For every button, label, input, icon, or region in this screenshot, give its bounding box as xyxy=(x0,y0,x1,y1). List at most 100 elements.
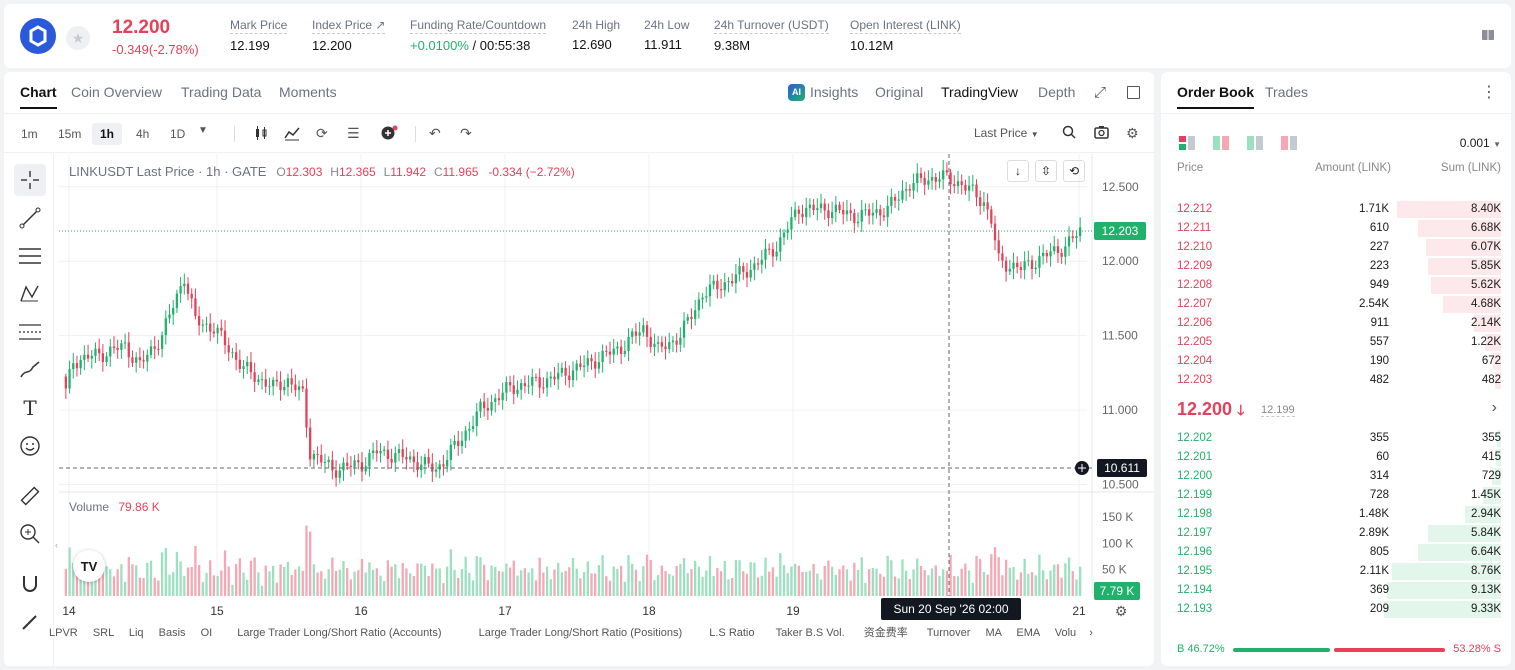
bid-row[interactable]: 12.200 314 729 xyxy=(1161,467,1511,486)
indicator-srl[interactable]: SRL xyxy=(92,627,114,639)
trend-line-tool-icon[interactable] xyxy=(14,202,46,234)
ask-row[interactable]: 12.209 223 5.85K xyxy=(1161,257,1511,276)
indicator-ls-ratio[interactable]: L.S Ratio xyxy=(709,627,755,639)
indicator-ema[interactable]: EMA xyxy=(1016,627,1040,639)
fib-tool-icon[interactable] xyxy=(14,316,46,348)
indicator-ls-accounts[interactable]: Large Trader Long/Short Ratio (Accounts) xyxy=(237,627,442,639)
stat-label[interactable]: Mark Price xyxy=(230,18,288,34)
indicators-icon[interactable] xyxy=(284,125,300,144)
zoom-in-tool-icon[interactable] xyxy=(14,518,46,550)
candle-type-icon[interactable] xyxy=(253,125,269,144)
undo-icon[interactable]: ↶ xyxy=(429,125,441,141)
ask-row[interactable]: 12.208 949 5.62K xyxy=(1161,276,1511,295)
ask-row[interactable]: 12.207 2.54K 4.68K xyxy=(1161,295,1511,314)
ask-row[interactable]: 12.211 610 6.68K xyxy=(1161,219,1511,238)
view-original[interactable]: Original xyxy=(875,84,924,100)
timeframe-1m[interactable]: 1m xyxy=(21,127,38,141)
stat-label[interactable]: Index Price ↗ xyxy=(312,18,386,34)
indicator-taker-vol[interactable]: Taker B.S Vol. xyxy=(775,627,845,639)
collapse-icon[interactable]: ⇳ xyxy=(1035,160,1057,182)
bid-sum: 415 xyxy=(1481,451,1501,463)
bid-row[interactable]: 12.197 2.89K 5.84K xyxy=(1161,524,1511,543)
text-tool-icon[interactable]: T xyxy=(23,396,37,420)
timeframe-1h[interactable]: 1h xyxy=(92,123,123,145)
indicator-funding[interactable]: 资金费率 xyxy=(863,627,908,639)
ruler-tool-icon[interactable] xyxy=(14,480,46,512)
indicator-oi[interactable]: OI xyxy=(200,627,213,639)
timeframe-4h[interactable]: 4h xyxy=(136,127,150,141)
tradingview-logo-icon[interactable]: TV xyxy=(73,550,105,582)
price-type-select[interactable]: Last Price ▼ xyxy=(974,126,1039,140)
indicator-lpvr[interactable]: LPVR xyxy=(49,627,78,639)
refresh-icon[interactable]: ⟲ xyxy=(1063,160,1085,182)
bid-row[interactable]: 12.198 1.48K 2.94K xyxy=(1161,505,1511,524)
collapse-panel-icon[interactable]: ‹ xyxy=(55,540,58,550)
bid-row[interactable]: 12.199 728 1.45K xyxy=(1161,486,1511,505)
tab-trades[interactable]: Trades xyxy=(1265,84,1309,100)
ask-row[interactable]: 12.210 227 6.07K xyxy=(1161,238,1511,257)
timeframe-15m[interactable]: 15m xyxy=(58,127,82,141)
chevron-right-icon[interactable]: › xyxy=(1089,627,1093,639)
horizontal-lines-tool-icon[interactable] xyxy=(14,240,46,272)
view-tradingview[interactable]: TradingView xyxy=(941,84,1019,100)
view-depth[interactable]: Depth xyxy=(1038,84,1076,100)
stat-label[interactable]: 24h Turnover (USDT) xyxy=(714,18,829,34)
bid-row[interactable]: 12.193 209 9.33K xyxy=(1161,600,1511,619)
layout-both-icon[interactable] xyxy=(1179,136,1195,155)
ask-row[interactable]: 12.212 1.71K 8.40K xyxy=(1161,200,1511,219)
bid-row[interactable]: 12.201 60 415 xyxy=(1161,448,1511,467)
layout-asks-icon[interactable] xyxy=(1281,136,1297,155)
tab-order-book[interactable]: Order Book xyxy=(1177,84,1255,109)
book-icon[interactable] xyxy=(1481,28,1495,42)
brush-tool-icon[interactable] xyxy=(14,354,46,386)
expand-icon[interactable]: ⤢ xyxy=(1094,84,1107,101)
more-options-icon[interactable]: ⋮ xyxy=(1481,84,1497,101)
bid-row[interactable]: 12.202 355 355 xyxy=(1161,429,1511,448)
indicator-ma[interactable]: MA xyxy=(985,627,1002,639)
indicator-liq[interactable]: Liq xyxy=(128,627,144,639)
templates-icon[interactable]: ☰ xyxy=(347,125,360,141)
stat-label[interactable]: Funding Rate/Countdown xyxy=(410,18,547,34)
emoji-tool-icon[interactable] xyxy=(14,430,46,462)
chevron-down-icon[interactable]: ▼ xyxy=(198,125,208,136)
ask-row[interactable]: 12.206 911 2.14K xyxy=(1161,314,1511,333)
stat-label[interactable]: Open Interest (LINK) xyxy=(850,18,961,34)
chevron-right-icon[interactable]: › xyxy=(1491,399,1497,416)
view-insights[interactable]: Insights xyxy=(810,84,859,100)
indicator-basis[interactable]: Basis xyxy=(158,627,186,639)
indicator-volume[interactable]: Volu xyxy=(1054,627,1077,639)
ask-row[interactable]: 12.205 557 1.22K xyxy=(1161,333,1511,352)
pattern-tool-icon[interactable] xyxy=(14,278,46,310)
volume-bar xyxy=(434,568,438,596)
bid-row[interactable]: 12.195 2.11K 8.76K xyxy=(1161,562,1511,581)
legend-high: 12.365 xyxy=(338,165,376,179)
timeframe-1d[interactable]: 1D xyxy=(170,127,186,141)
indicator-ls-positions[interactable]: Large Trader Long/Short Ratio (Positions… xyxy=(478,627,683,639)
search-icon[interactable] xyxy=(1062,125,1076,142)
tab-chart[interactable]: Chart xyxy=(20,84,57,109)
ask-row[interactable]: 12.204 190 672 xyxy=(1161,352,1511,371)
redo-icon[interactable]: ↷ xyxy=(460,125,472,141)
add-alert-icon[interactable] xyxy=(380,125,398,144)
pencil-lock-tool-icon[interactable] xyxy=(14,606,46,638)
bid-row[interactable]: 12.194 369 9.13K xyxy=(1161,581,1511,600)
replay-icon[interactable]: ⟳ xyxy=(316,125,328,141)
precision-select[interactable]: 0.001 ▼ xyxy=(1460,136,1501,150)
price-chart[interactable]: 12.500 12.000 11.500 11.000 10.500 150 K 100 K… xyxy=(55,154,1154,666)
settings-gear-icon[interactable]: ⚙ xyxy=(1126,125,1139,141)
ask-row[interactable]: 12.203 482 482 xyxy=(1161,371,1511,390)
layout-bids-icon[interactable] xyxy=(1247,136,1263,155)
camera-icon[interactable] xyxy=(1094,125,1109,142)
tab-moments[interactable]: Moments xyxy=(279,84,337,100)
magnet-tool-icon[interactable] xyxy=(14,568,46,600)
crosshair-tool-icon[interactable] xyxy=(14,164,46,196)
arrow-down-icon[interactable]: ↓ xyxy=(1007,160,1029,182)
indicator-turnover[interactable]: Turnover xyxy=(926,627,971,639)
favorite-star-icon[interactable]: ★ xyxy=(66,26,90,50)
bid-row[interactable]: 12.196 805 6.64K xyxy=(1161,543,1511,562)
layout-split-icon[interactable] xyxy=(1213,136,1229,155)
window-icon[interactable] xyxy=(1127,86,1140,99)
tab-coin-overview[interactable]: Coin Overview xyxy=(71,84,163,100)
tab-trading-data[interactable]: Trading Data xyxy=(181,84,262,100)
candlestick-chart-svg[interactable]: 12.500 12.000 11.500 11.000 10.500 150 K 100 K… xyxy=(59,154,1154,666)
